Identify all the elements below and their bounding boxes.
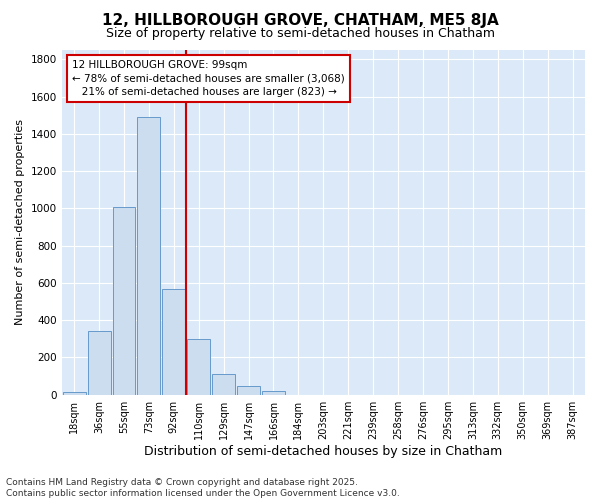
Bar — [113, 206, 136, 394]
Text: 12, HILLBOROUGH GROVE, CHATHAM, ME5 8JA: 12, HILLBOROUGH GROVE, CHATHAM, ME5 8JA — [101, 12, 499, 28]
Bar — [88, 332, 110, 394]
Bar — [187, 339, 210, 394]
Bar — [137, 117, 160, 394]
Bar — [262, 391, 285, 394]
Bar — [163, 288, 185, 395]
Text: 12 HILLBOROUGH GROVE: 99sqm
← 78% of semi-detached houses are smaller (3,068)
  : 12 HILLBOROUGH GROVE: 99sqm ← 78% of sem… — [72, 60, 345, 96]
Text: Contains HM Land Registry data © Crown copyright and database right 2025.
Contai: Contains HM Land Registry data © Crown c… — [6, 478, 400, 498]
Bar — [212, 374, 235, 394]
X-axis label: Distribution of semi-detached houses by size in Chatham: Distribution of semi-detached houses by … — [144, 444, 502, 458]
Y-axis label: Number of semi-detached properties: Number of semi-detached properties — [15, 120, 25, 326]
Bar — [62, 392, 86, 394]
Bar — [237, 386, 260, 394]
Text: Size of property relative to semi-detached houses in Chatham: Size of property relative to semi-detach… — [106, 28, 494, 40]
